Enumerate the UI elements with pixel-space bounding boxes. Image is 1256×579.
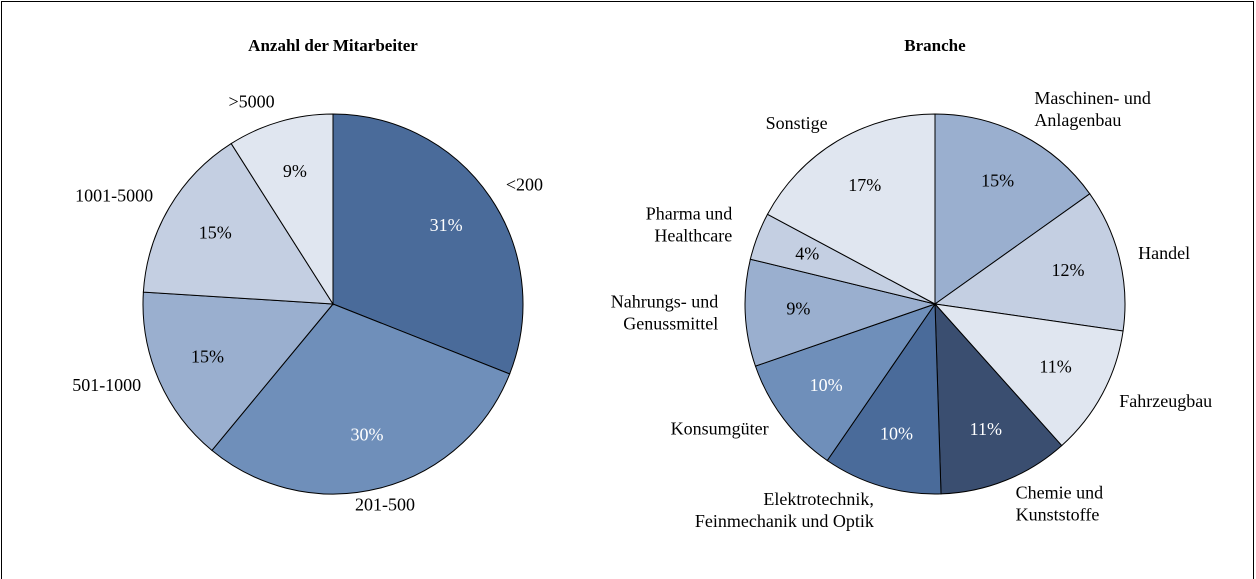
pie-slice [934, 302, 1063, 495]
value-label: 9% [283, 161, 307, 181]
pie-slice [142, 142, 334, 305]
pie-slice [766, 113, 936, 305]
pie-slice [826, 302, 942, 495]
pie-slice [754, 303, 937, 462]
value-label: 31% [430, 215, 463, 235]
value-label: 10% [810, 375, 843, 395]
category-label: 1001-5000 [75, 186, 153, 206]
category-label: Nahrungs- und Genussmittel [611, 291, 718, 333]
category-label: <200 [506, 175, 543, 195]
value-label: 11% [1039, 357, 1071, 377]
category-label: 201-500 [355, 495, 415, 515]
chart-title: Anzahl der Mitarbeiter [248, 36, 418, 55]
category-label: Konsumgüter [671, 419, 769, 439]
value-label: 17% [848, 175, 881, 195]
category-label: Elektrotechnik, Feinmechanik und Optik [695, 489, 874, 531]
pie-slice [933, 303, 1124, 447]
value-label: 10% [880, 423, 913, 443]
pie-slice [211, 303, 511, 495]
category-label: Chemie und Kunststoffe [1016, 483, 1104, 525]
pie-slice [744, 258, 937, 367]
category-label: Fahrzeugbau [1119, 391, 1212, 411]
value-label: 15% [191, 346, 224, 366]
chart-title: Branche [904, 36, 966, 55]
value-label: 12% [1051, 260, 1084, 280]
pie-slice [332, 113, 524, 375]
category-label: Sonstige [766, 113, 828, 133]
value-label: 11% [970, 419, 1002, 439]
category-label: >5000 [229, 91, 275, 111]
category-label: 501-1000 [72, 375, 141, 395]
pie-slice [142, 291, 335, 452]
value-label: 30% [351, 425, 384, 445]
value-label: 15% [199, 222, 232, 242]
pie-slice [934, 113, 1091, 305]
category-label: Handel [1138, 243, 1190, 263]
category-label: Maschinen- und Anlagenbau [1034, 88, 1150, 130]
value-label: 15% [981, 171, 1014, 191]
pie-slice [230, 113, 334, 306]
category-label: Pharma und Healthcare [646, 204, 732, 246]
value-label: 9% [786, 299, 810, 319]
value-label: 4% [795, 243, 819, 263]
pie-slice [933, 193, 1126, 332]
